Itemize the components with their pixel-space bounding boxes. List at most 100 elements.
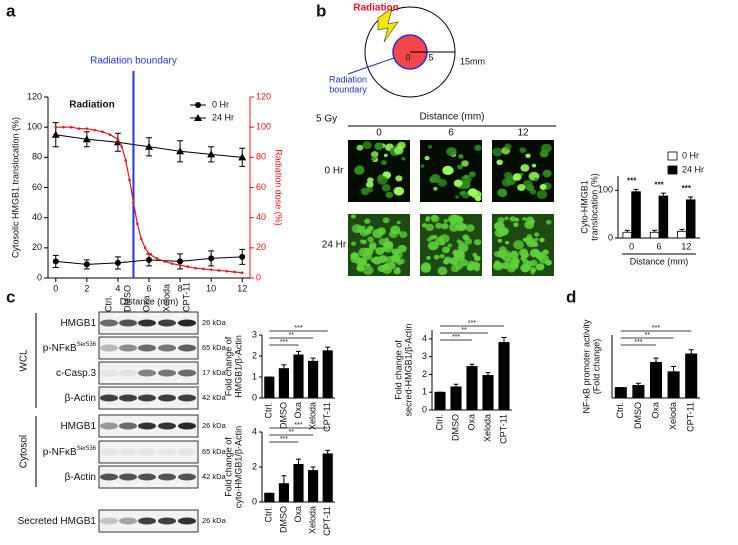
cell	[504, 216, 509, 221]
legend-label: 0 Hr	[682, 150, 699, 160]
cell	[354, 166, 365, 175]
cell	[364, 247, 374, 256]
x-tick-label: 8	[178, 283, 183, 293]
y2-tick-label: 120	[256, 91, 271, 101]
marker	[136, 222, 139, 225]
y-tick-label: 20	[32, 242, 42, 252]
blot-band	[119, 344, 137, 352]
cell	[452, 214, 457, 218]
y-axis-label: Cyto-HMGB1	[579, 180, 589, 234]
bar	[622, 231, 633, 239]
bar	[293, 354, 304, 399]
cell	[533, 177, 539, 182]
error-bar	[688, 349, 694, 354]
cell	[450, 264, 460, 273]
blot-band	[178, 473, 196, 481]
cell	[381, 160, 387, 166]
cell	[520, 164, 530, 172]
y-tick-label: 1	[422, 387, 427, 397]
panel-label: c	[6, 287, 15, 306]
cell	[457, 243, 469, 253]
blot-band	[138, 344, 156, 352]
bracket-label: **	[644, 332, 650, 339]
cell	[420, 263, 432, 273]
cell	[498, 226, 509, 236]
x-tick-label: Ctrl.	[615, 402, 625, 419]
error-bar	[688, 196, 694, 200]
blot-label: c-Casp.3	[56, 368, 96, 379]
cell	[465, 224, 475, 232]
blot-band	[138, 422, 156, 430]
marker	[209, 268, 213, 272]
cell	[535, 263, 545, 271]
x-axis-label: Distance (mm)	[120, 296, 179, 306]
cell	[446, 147, 457, 156]
y2-tick-label: 40	[256, 212, 266, 222]
blot-label-sup: Ser536	[77, 342, 97, 348]
marker	[171, 262, 174, 265]
y-axis-label: (Fold change)	[591, 339, 601, 395]
cell	[513, 222, 519, 227]
blot-band	[119, 319, 137, 327]
cell	[542, 169, 552, 178]
legend-swatch	[667, 151, 678, 161]
cell	[439, 234, 450, 243]
error-bar	[652, 229, 658, 233]
blot-band	[158, 473, 176, 481]
column-label: 6	[448, 128, 454, 139]
panel-label: d	[566, 287, 576, 306]
cell	[429, 235, 436, 240]
cell	[382, 217, 390, 224]
bar	[264, 492, 275, 503]
blot-band	[100, 319, 118, 327]
cell	[443, 258, 450, 265]
radiation-label: Radiation	[353, 3, 399, 14]
pointer	[347, 57, 395, 75]
cell	[529, 259, 538, 267]
y-axis-label: Fold change of	[223, 437, 233, 497]
cell	[492, 147, 503, 157]
x-tick-label: Ctrl.	[264, 506, 274, 523]
cell	[364, 218, 371, 224]
x-tick-label: Ctrl.	[264, 402, 274, 419]
cell	[447, 243, 453, 248]
cell	[453, 179, 463, 187]
legend-label: 24 Hr	[682, 164, 704, 174]
marker	[132, 201, 135, 204]
bar	[649, 231, 660, 239]
cell	[425, 223, 435, 232]
cell	[397, 244, 407, 253]
cell	[474, 144, 482, 151]
blot-band	[158, 517, 176, 525]
cell	[539, 237, 545, 243]
marker	[225, 269, 228, 273]
y-tick-label: 60	[32, 182, 42, 192]
y-tick-label: 120	[27, 91, 42, 101]
blot-label-main: β-Actin	[65, 472, 96, 483]
error-bar	[660, 192, 666, 197]
blot-label-main: β-Actin	[65, 393, 96, 404]
blot-band	[178, 448, 196, 456]
row-label: 24 Hr	[322, 240, 347, 251]
cell	[441, 223, 449, 230]
bar	[293, 463, 304, 503]
cell	[467, 188, 478, 197]
y-tick-label: 80	[32, 152, 42, 162]
blot-band	[138, 448, 156, 456]
blot-band	[138, 517, 156, 525]
y-tick-label: 100	[27, 122, 42, 132]
x-tick-label: 0	[53, 283, 58, 293]
x-tick-label: 12	[681, 241, 691, 251]
cell	[461, 191, 470, 199]
marker	[82, 135, 91, 143]
cell	[425, 216, 431, 220]
cell	[427, 144, 433, 149]
marker	[128, 178, 131, 182]
cell	[461, 174, 472, 184]
error-bar	[633, 188, 639, 192]
y-tick-label: 100	[598, 185, 613, 195]
cell	[522, 237, 528, 242]
cell	[496, 159, 503, 166]
bar	[278, 483, 289, 503]
x-tick-label: DMSO	[278, 402, 288, 429]
